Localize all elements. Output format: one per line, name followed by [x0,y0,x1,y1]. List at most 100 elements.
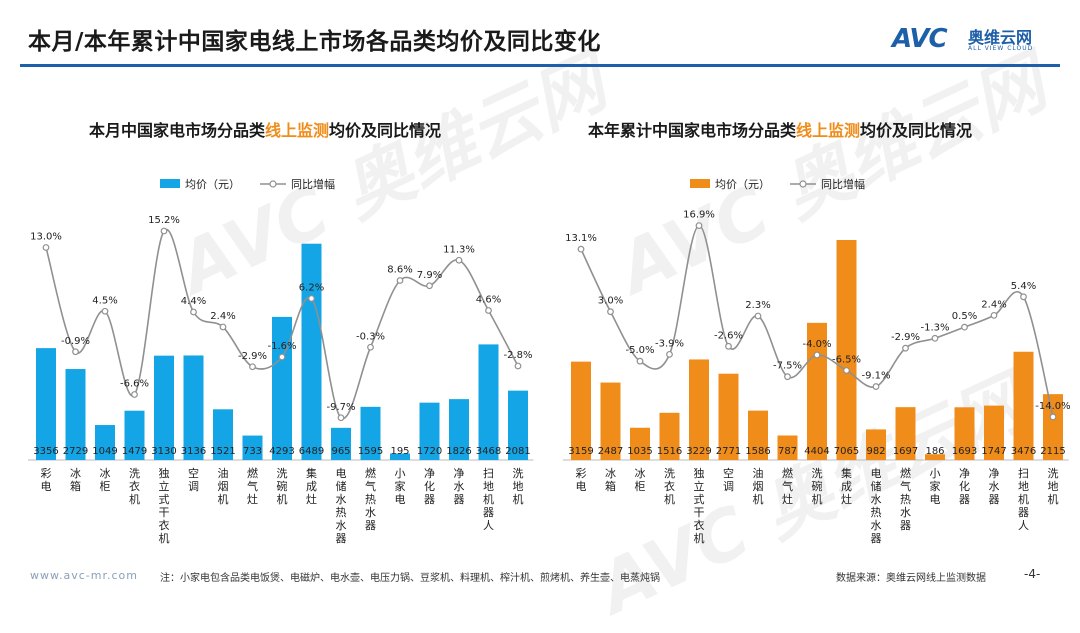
category-label-char: 器 [871,532,882,545]
legend-line-label: 同比增幅 [291,177,335,191]
category-label-char: 灶 [306,493,317,506]
bar [718,373,739,460]
chart-title-suffix: 均价及同比情况 [860,121,973,140]
bar [390,453,410,460]
yoy-point [872,383,880,390]
legend-line-marker [269,180,277,188]
bar [836,240,857,460]
bar-value-label: 1479 [122,446,147,457]
bar [659,412,680,460]
category-label-char: 器 [424,493,435,506]
category-label-char: 器 [900,519,911,532]
category-label-char: 器 [1018,506,1029,519]
yoy-point [902,344,909,352]
category-label-char: 燃 [782,466,793,480]
yoy-point [636,357,644,365]
category-label-char: 热 [900,493,911,506]
category-label-char: 彩 [576,467,587,480]
chart-title-highlight: 线上监测 [264,121,329,140]
yoy-data-label: 13.1% [565,233,597,244]
yoy-point [131,391,138,398]
yoy-data-label: -0.3% [356,331,385,342]
category-label-char: 空 [723,466,734,480]
yoy-point [485,307,492,314]
category-label-char: 式 [159,493,170,506]
category-label-char: 家 [395,479,406,493]
yoy-data-label: 2.4% [210,311,235,322]
bar-value-label: 1697 [893,446,918,457]
category-label-char: 灶 [782,493,793,506]
chart-title-prefix: 本月中国家电市场分品类 [88,121,265,140]
logo-mark: AVC [892,24,948,54]
category-label-char: 彩 [41,467,52,480]
bar-value-label: 2081 [505,446,530,457]
bar [984,405,1004,460]
yoy-point [514,362,522,370]
bar-value-label: 3476 [1011,446,1036,457]
bar-value-label: 2771 [716,446,741,457]
bar [508,390,528,460]
category-label-char: 碗 [812,479,823,493]
category-label-char: 器 [483,506,494,519]
category-label-char: 洗 [1048,467,1059,480]
yoy-data-label: -14.0% [1035,401,1070,412]
bar [65,369,86,460]
category-label-char: 调 [188,480,199,493]
category-label-char: 衣 [664,479,675,493]
category-label-char: 机 [513,492,524,506]
bar-value-label: 787 [778,446,797,457]
yoy-point [337,414,345,422]
bar-value-label: 3468 [476,446,501,457]
bar-value-label: 1826 [446,446,471,457]
bar-value-label: 1720 [417,446,442,457]
category-label-char: 机 [129,492,140,506]
category-label-char: 洗 [129,467,140,480]
category-label-char: 冰 [605,467,616,480]
category-label-char: 机 [664,492,675,506]
bar [36,348,56,460]
footer-url[interactable]: www.avc-mr.com [30,569,138,582]
yoy-data-label: 13.0% [30,232,62,243]
bar-value-label: 1747 [981,446,1006,457]
category-label-char: 干 [694,506,705,519]
category-label-char: 衣 [129,479,140,493]
chart-title-monthly: 本月中国家电市场分品类线上监测均价及同比情况 [70,120,460,142]
category-label-char: 机 [1048,492,1059,506]
category-label-char: 灶 [247,493,258,506]
bar-value-label: 4293 [269,446,294,457]
yoy-data-label: 2.3% [745,300,770,311]
category-label-char: 水 [365,506,376,519]
category-label-char: 成 [306,480,317,493]
yoy-point [396,277,404,284]
yoy-point [160,227,168,235]
legend-bar-swatch [160,179,180,188]
bar [954,407,975,460]
legend-line-label: 同比增幅 [821,177,865,191]
category-label-char: 人 [1018,519,1029,532]
bar-value-label: 1035 [627,446,652,457]
bar-value-label: 186 [925,446,944,457]
bar [331,427,351,460]
category-label-char: 扫 [483,467,494,480]
yoy-data-label: -9.1% [861,371,890,382]
legend-line-marker [799,180,807,188]
bar-value-label: 7065 [834,446,859,457]
chart-title-highlight: 线上监测 [795,121,860,140]
category-label-char: 油 [753,466,764,480]
bar [925,454,945,460]
bar [1043,394,1063,460]
category-label-char: 电 [336,467,347,480]
bar-value-label: 733 [243,446,262,457]
yoy-point [666,350,673,358]
category-label-char: 洗 [812,467,823,480]
bar [478,344,499,460]
category-label-char: 灶 [841,493,852,506]
category-label-char: 机 [694,531,705,545]
chart-title-suffix: 均价及同比情况 [329,121,442,140]
yoy-data-label: -4.0% [802,339,831,350]
category-label-char: 立 [159,479,170,493]
yoy-data-label: 4.6% [476,295,501,306]
yoy-point [1049,413,1057,421]
header-divider [20,64,1060,67]
bar [213,409,233,460]
